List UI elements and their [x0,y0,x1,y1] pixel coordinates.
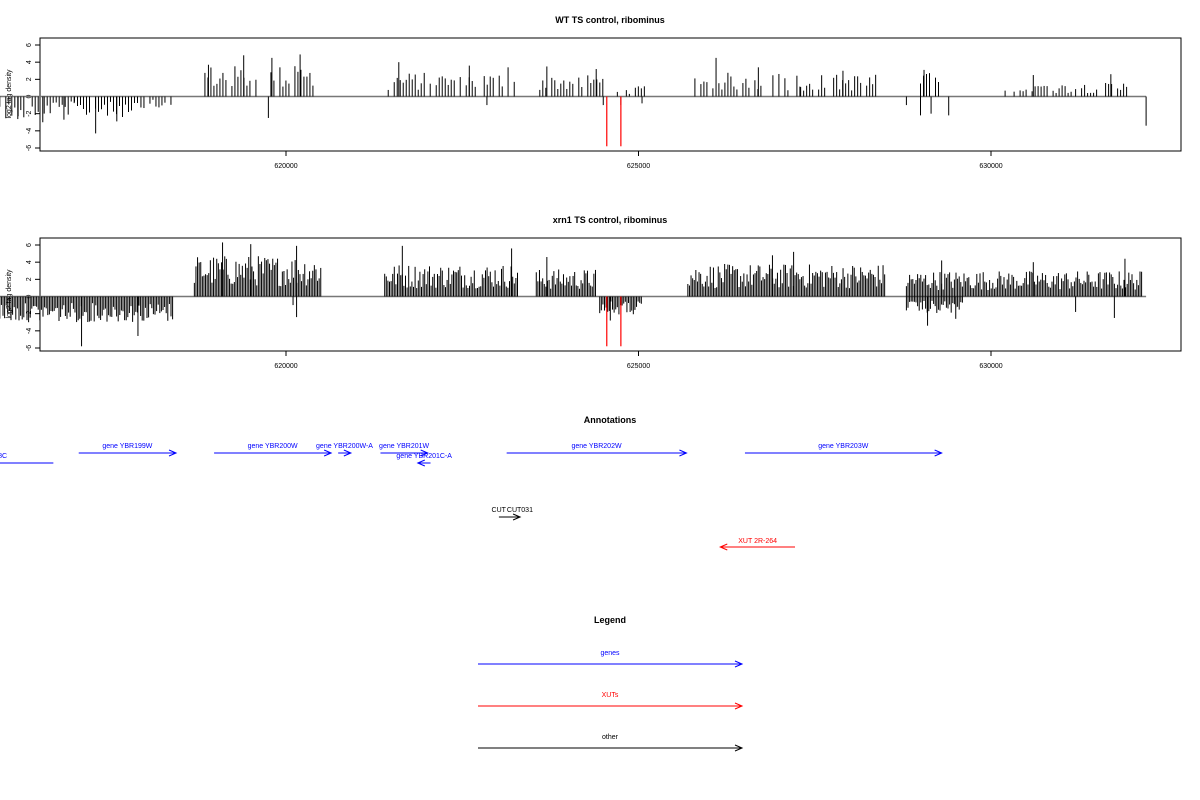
legend-entry: genes [478,650,744,668]
annotation-label: CUT031 [507,507,533,514]
arrowhead-right-icon [343,449,353,457]
arrowhead-left-icon [416,459,426,467]
annotation-label: gene YBR200W-A [316,443,373,450]
annotation-label: gene YBR202W [572,443,622,450]
arrowhead-right-icon [323,449,333,457]
y-tick-label: -2 [26,110,33,116]
legend-label: genes [600,650,620,657]
legend-title: Legend [594,615,626,625]
panel-xrn1-x-axis: 620000 625000 630000 [274,351,1003,370]
annotation-label: gene YBR201C-A [396,453,452,460]
annotation-label: CUT [492,507,507,514]
arrowhead-right-icon [679,449,688,457]
annotation-feature: gene YBR200W-A [316,443,373,457]
annotation-label: gene YBR199W [102,443,152,450]
arrowhead-right-icon [734,744,744,752]
arrowhead-left-icon [719,543,728,551]
annotation-feature: gene YBR201C-A [396,453,452,467]
panel-xrn1-ylabel: log2 tag density [6,269,13,319]
panel-wt-bars [0,54,1147,147]
annotation-feature: gene YBR202W [506,443,688,457]
panel-xrn1: xrn1 TS control, ribominus log2 tag dens… [0,215,1182,370]
legend-label: other [602,734,619,741]
annotation-label: XUT 2R-264 [738,538,777,545]
annotation-feature: CUT031 [507,507,533,514]
panel-xrn1-frame [39,237,1182,352]
annotation-label: gene YBR198C [0,453,7,460]
x-tick-label: 630000 [979,363,1002,370]
y-tick-label: 2 [26,77,33,81]
x-tick-label: 630000 [979,163,1002,170]
y-tick-label: 4 [26,60,33,64]
panel-wt-title: WT TS control, ribominus [555,15,665,25]
y-tick-label: -4 [26,128,33,134]
legend-label: XUTs [602,692,619,699]
annotation-feature: gene YBR201W [379,443,430,457]
panel-xrn1-title: xrn1 TS control, ribominus [553,215,668,225]
arrowhead-right-icon [512,513,522,521]
annotation-label: gene YBR201W [379,443,429,450]
x-tick-label: 625000 [627,163,650,170]
y-tick-label: 6 [26,43,33,47]
legend-entries: genes XUTs other [478,650,744,752]
panel-wt: WT TS control, ribominus log2 tag densit… [0,15,1182,170]
panel-wt-frame [39,37,1182,152]
annotation-feature: CUT [492,507,522,521]
arrowhead-right-icon [934,449,943,457]
y-tick-label: -4 [26,328,33,334]
y-tick-label: -6 [26,145,33,151]
arrowhead-right-icon [168,449,178,457]
x-tick-label: 625000 [627,363,650,370]
annotation-feature: gene YBR198C [0,453,54,464]
y-tick-label: 6 [26,243,33,247]
annotations-panel: Annotations gene YBR198Cgene YBR199Wgene… [0,415,943,551]
panel-xrn1-bars [0,242,1147,347]
x-tick-label: 620000 [274,363,297,370]
annotation-feature: gene YBR200W [214,443,333,457]
annotation-features: gene YBR198C gene YBR199W gene YBR200W gene… [0,443,943,551]
panel-wt-x-axis: 620000 625000 630000 [274,151,1003,170]
legend-panel: Legend genes XUTs other [478,615,744,752]
y-tick-label: 2 [26,277,33,281]
legend-entry: XUTs [478,692,744,710]
x-tick-label: 620000 [274,163,297,170]
arrowhead-right-icon [734,660,744,668]
annotation-feature: XUT 2R-264 [719,538,796,551]
annotation-feature: gene YBR203W [744,443,943,457]
annotation-label: gene YBR200W [248,443,298,450]
annotation-feature: gene YBR199W [78,443,178,457]
annotation-label: gene YBR203W [818,443,868,450]
arrowhead-right-icon [734,702,744,710]
y-tick-label: 4 [26,260,33,264]
legend-entry: other [478,734,744,752]
annotations-title: Annotations [584,415,637,425]
y-tick-label: -2 [26,310,33,316]
panel-wt-ylabel: log2 tag density [6,69,13,119]
arrowhead-right-icon [420,449,429,457]
y-tick-label: -6 [26,345,33,351]
